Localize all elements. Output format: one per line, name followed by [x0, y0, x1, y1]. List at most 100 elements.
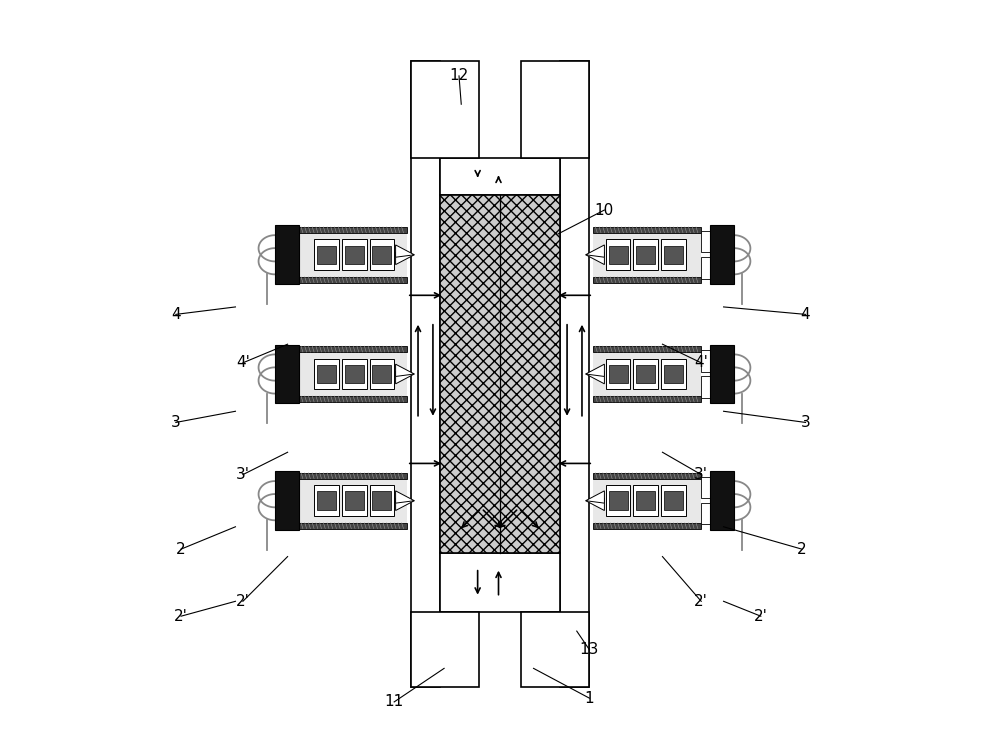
Bar [609, 491, 628, 510]
Bar [633, 239, 658, 270]
Polygon shape [586, 372, 604, 384]
Bar [411, 61, 479, 158]
Bar [609, 245, 628, 264]
Bar [661, 239, 686, 270]
Bar [710, 471, 734, 530]
Bar [636, 491, 655, 510]
Text: 2': 2' [236, 594, 250, 609]
Bar [275, 225, 299, 284]
Text: 3: 3 [801, 415, 810, 430]
Bar [370, 485, 394, 516]
Bar [299, 473, 407, 479]
Text: 3': 3' [694, 467, 708, 482]
Text: 4': 4' [694, 355, 708, 370]
Bar [593, 227, 701, 233]
Polygon shape [586, 498, 604, 511]
Bar [440, 195, 560, 553]
Bar [593, 233, 701, 277]
Bar [636, 245, 655, 264]
Bar [593, 396, 701, 402]
Bar [633, 485, 658, 516]
Bar [701, 257, 710, 278]
Bar [560, 61, 589, 687]
Text: 4': 4' [236, 355, 250, 370]
Bar [342, 239, 367, 270]
Bar [299, 227, 407, 233]
Text: 3': 3' [236, 467, 250, 482]
Bar [370, 239, 394, 270]
Text: 13: 13 [580, 643, 599, 657]
Bar [290, 477, 299, 498]
Polygon shape [396, 252, 414, 265]
Bar [593, 473, 701, 479]
Polygon shape [396, 364, 414, 376]
Bar [370, 358, 394, 390]
Bar [664, 491, 683, 510]
Bar [710, 345, 734, 403]
Bar [314, 239, 339, 270]
Bar [299, 523, 407, 529]
Bar [701, 350, 710, 372]
Text: 3: 3 [171, 415, 181, 430]
Bar [342, 485, 367, 516]
Text: 2: 2 [797, 542, 807, 557]
Text: 4: 4 [171, 307, 181, 322]
Bar [345, 365, 364, 383]
Bar [317, 491, 336, 510]
Polygon shape [586, 491, 604, 503]
Bar [661, 358, 686, 390]
Text: 12: 12 [449, 68, 469, 84]
Bar [606, 485, 630, 516]
Bar [440, 553, 560, 613]
Bar [701, 376, 710, 398]
Bar [317, 365, 336, 383]
Bar [661, 485, 686, 516]
Bar [606, 239, 630, 270]
Text: 2': 2' [754, 609, 768, 624]
Bar [633, 358, 658, 390]
Bar [521, 61, 589, 158]
Text: 11: 11 [385, 694, 404, 709]
Bar [636, 365, 655, 383]
Bar [701, 231, 710, 252]
Bar [664, 365, 683, 383]
Bar [275, 471, 299, 530]
Bar [521, 613, 589, 687]
Bar [290, 257, 299, 278]
Bar [411, 61, 440, 687]
Text: 10: 10 [595, 203, 614, 218]
Bar [440, 158, 560, 195]
Bar [593, 523, 701, 529]
Bar [710, 225, 734, 284]
Bar [593, 346, 701, 352]
Bar [593, 277, 701, 283]
Bar [372, 245, 391, 264]
Polygon shape [586, 252, 604, 265]
Bar [299, 277, 407, 283]
Polygon shape [396, 372, 414, 384]
Bar [290, 503, 299, 524]
Bar [314, 358, 339, 390]
Bar [345, 491, 364, 510]
Bar [342, 358, 367, 390]
Bar [372, 365, 391, 383]
Bar [275, 345, 299, 403]
Bar [290, 350, 299, 372]
Bar [701, 477, 710, 498]
Bar [290, 376, 299, 398]
Bar [299, 352, 407, 396]
Bar [593, 479, 701, 523]
Bar [299, 233, 407, 277]
Text: 2': 2' [174, 609, 188, 624]
Polygon shape [586, 245, 604, 257]
Bar [299, 346, 407, 352]
Polygon shape [396, 498, 414, 511]
Bar [372, 491, 391, 510]
Bar [701, 503, 710, 524]
Bar [411, 613, 479, 687]
Polygon shape [396, 491, 414, 503]
Bar [609, 365, 628, 383]
Bar [317, 245, 336, 264]
Text: 1: 1 [585, 690, 594, 705]
Bar [299, 479, 407, 523]
